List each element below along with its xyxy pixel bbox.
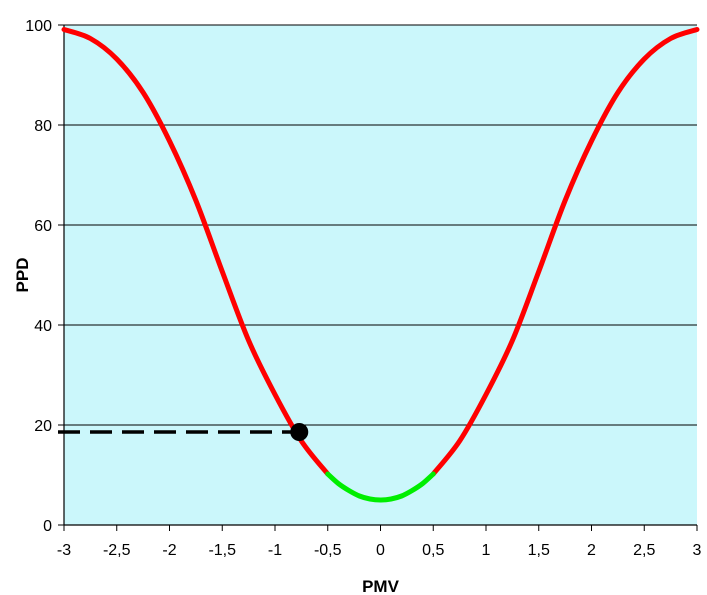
x-tick-label-2: -2 [162, 542, 176, 559]
x-axis-ticks: -3 -2,5 -2 -1,5 -1 -0,5 0 0,5 1 1,5 2 2,5 3 [57, 525, 702, 559]
x-tick-label-4: -1 [268, 542, 282, 559]
series-1-segment-0 [325, 471, 436, 503]
x-tick-label-6: 0 [376, 542, 385, 559]
series-0-segment-1 [430, 27, 700, 477]
plot-area [64, 25, 697, 525]
x-tick-label-1: -2,5 [103, 542, 131, 559]
y-axis-title: PPD [13, 258, 32, 293]
x-tick-label-10: 2 [587, 542, 596, 559]
series-0-segment-0 [61, 27, 331, 477]
series [61, 27, 700, 503]
x-tick-label-11: 2,5 [633, 542, 655, 559]
y-tick-label-4: 80 [34, 118, 52, 135]
y-axis-ticks: 0 20 40 60 80 100 [25, 18, 64, 535]
y-tick-label-3: 60 [34, 218, 52, 235]
x-tick-label-5: -0,5 [314, 542, 342, 559]
x-tick-label-9: 1,5 [528, 542, 550, 559]
x-tick-label-3: -1,5 [208, 542, 236, 559]
y-tick-label-2: 40 [34, 318, 52, 335]
y-tick-label-5: 100 [25, 18, 52, 35]
x-tick-label-7: 0,5 [422, 542, 444, 559]
x-tick-label-8: 1 [482, 542, 491, 559]
y-tick-label-1: 20 [34, 418, 52, 435]
y-tick-label-0: 0 [43, 518, 52, 535]
gridlines [64, 24, 697, 426]
markers [58, 423, 309, 441]
highlight-point [290, 423, 309, 441]
x-axis-title: PMV [362, 577, 400, 595]
x-tick-label-12: 3 [693, 542, 702, 559]
x-tick-label-0: -3 [57, 542, 71, 559]
